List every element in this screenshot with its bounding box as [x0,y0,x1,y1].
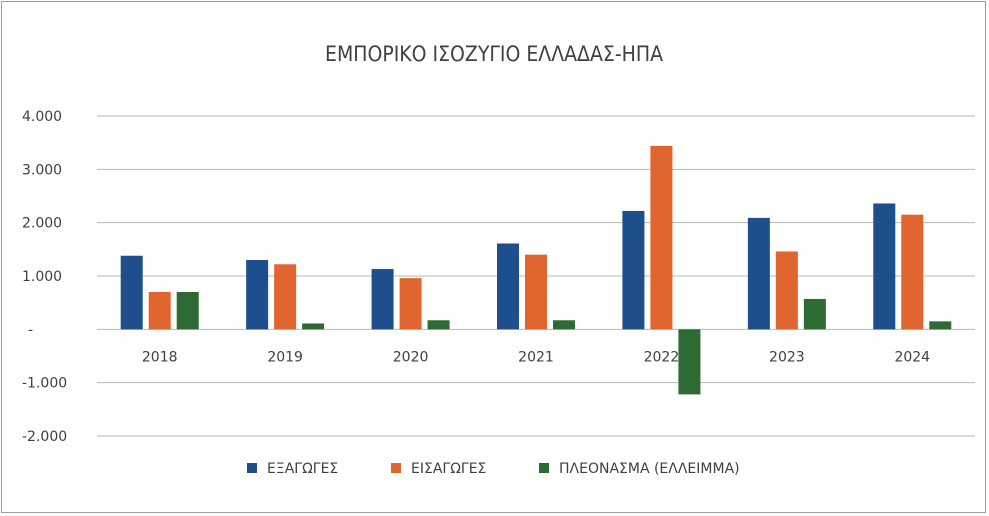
bar-2023-3 [803,298,826,330]
bar-2024-2 [901,214,924,330]
y-tick-label: -2.000 [22,429,67,445]
x-tick-label: 2018 [142,349,178,365]
bar-2021-2 [525,254,547,330]
legend-label: ΕΙΣΑΓΩΓΕΣ [411,461,486,477]
bar-2018-2 [148,292,171,330]
bar-2019-3 [302,323,325,330]
legend-label: ΕΞΑΓΩΓΕΣ [267,461,338,477]
bar-2019-2 [274,264,297,330]
legend-swatch [247,463,257,473]
x-tick-label: 2019 [267,349,303,365]
bar-2020-2 [399,278,422,330]
legend-label: ΠΛΕΟΝΑΣΜΑ (ΕΛΛΕΙΜΜΑ) [559,461,740,477]
x-tick-label: 2020 [393,349,429,365]
legend-swatch [539,463,549,473]
bar-2018-3 [176,292,199,330]
bar-2018-1 [120,255,143,330]
bar-2020-3 [427,320,450,330]
y-axis-ticks: 4.000 3.000 2.000 1.000 - -1.000 -2.000 [22,109,67,445]
x-tick-label: 2021 [518,349,554,365]
bar-2023-1 [747,217,770,330]
y-tick-label: 4.000 [22,109,62,125]
bar-2022-1 [622,210,645,330]
x-tick-label: 2022 [644,349,680,365]
bar-2020-1 [371,269,394,330]
bar-2024-3 [929,321,952,330]
y-tick-label: 2.000 [22,216,62,232]
y-tick-label: 1.000 [22,269,62,285]
y-tick-label: - [28,322,33,338]
bar-2022-2 [650,145,673,330]
y-tick-label: -1.000 [22,376,67,392]
chart-title: ΕΜΠΟΡΙΚΟ ΙΣΟΖΥΓΙΟ ΕΛΛΑΔΑΣ-ΗΠΑ [325,42,663,66]
bar-2022-3 [678,329,701,395]
x-axis-categories: 2018 2019 2020 2021 2022 2023 2024 [142,349,930,365]
x-tick-label: 2024 [894,349,930,365]
bar-2023-2 [775,251,798,330]
bar-2021-1 [497,243,519,330]
x-tick-label: 2023 [769,349,805,365]
y-tick-label: 3.000 [22,162,62,178]
bar-2019-1 [246,260,269,330]
bars [120,145,952,395]
legend: ΕΞΑΓΩΓΕΣ ΕΙΣΑΓΩΓΕΣ ΠΛΕΟΝΑΣΜΑ (ΕΛΛΕΙΜΜΑ) [247,461,740,477]
bar-2024-1 [873,203,896,330]
gridlines [97,115,975,437]
bar-2021-3 [553,320,575,330]
legend-swatch [391,463,401,473]
